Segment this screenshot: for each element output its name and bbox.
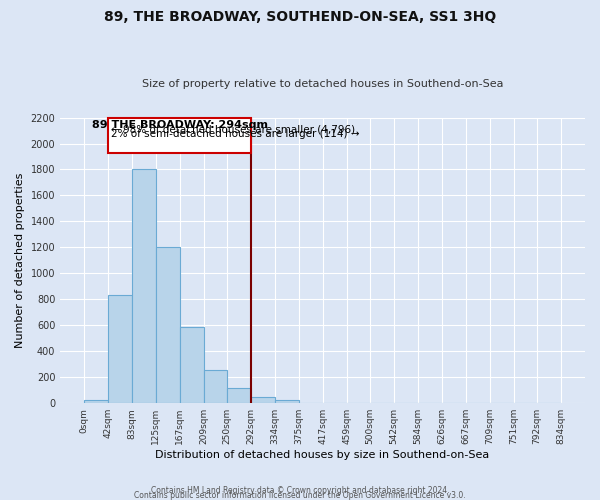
Text: 89 THE BROADWAY: 294sqm: 89 THE BROADWAY: 294sqm xyxy=(92,120,268,130)
Text: ← 98% of detached houses are smaller (4,796): ← 98% of detached houses are smaller (4,… xyxy=(112,124,356,134)
Bar xyxy=(84,400,108,403)
Text: 2% of semi-detached houses are larger (114) →: 2% of semi-detached houses are larger (1… xyxy=(112,129,360,139)
Bar xyxy=(155,248,179,403)
Bar xyxy=(108,296,131,403)
Title: Size of property relative to detached houses in Southend-on-Sea: Size of property relative to detached ho… xyxy=(142,79,503,89)
Bar xyxy=(251,398,275,403)
Text: Contains public sector information licensed under the Open Government Licence v3: Contains public sector information licen… xyxy=(134,491,466,500)
Bar xyxy=(179,326,203,403)
Text: Contains HM Land Registry data © Crown copyright and database right 2024.: Contains HM Land Registry data © Crown c… xyxy=(151,486,449,495)
Text: 89, THE BROADWAY, SOUTHEND-ON-SEA, SS1 3HQ: 89, THE BROADWAY, SOUTHEND-ON-SEA, SS1 3… xyxy=(104,10,496,24)
Bar xyxy=(131,170,155,403)
FancyBboxPatch shape xyxy=(108,118,251,152)
Bar xyxy=(275,400,299,403)
Y-axis label: Number of detached properties: Number of detached properties xyxy=(15,172,25,348)
Bar xyxy=(203,370,227,403)
X-axis label: Distribution of detached houses by size in Southend-on-Sea: Distribution of detached houses by size … xyxy=(155,450,490,460)
Bar xyxy=(227,388,251,403)
